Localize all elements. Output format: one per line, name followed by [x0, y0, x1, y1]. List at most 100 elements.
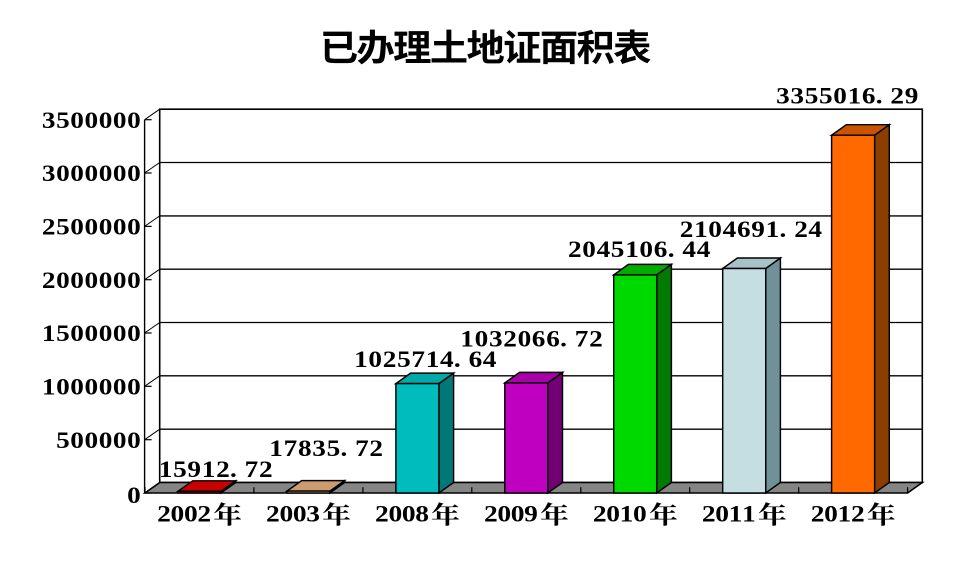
svg-text:2: 2 — [197, 500, 211, 527]
svg-text:2: 2 — [157, 500, 171, 527]
svg-text:0: 0 — [127, 427, 141, 454]
svg-text:0: 0 — [113, 213, 127, 240]
svg-text:0: 0 — [127, 213, 141, 240]
svg-text:1: 1 — [202, 456, 216, 483]
svg-text:7: 7 — [284, 435, 298, 462]
svg-text:3: 3 — [42, 160, 56, 187]
svg-text:2: 2 — [593, 500, 607, 527]
svg-text:2: 2 — [375, 500, 389, 527]
svg-text:1: 1 — [42, 320, 56, 347]
svg-text:0: 0 — [99, 427, 113, 454]
svg-text:0: 0 — [84, 267, 98, 294]
svg-text:2: 2 — [484, 500, 498, 527]
svg-text:1: 1 — [848, 82, 862, 109]
svg-text:0: 0 — [402, 500, 416, 527]
svg-text:9: 9 — [751, 216, 765, 243]
svg-text:0: 0 — [84, 107, 98, 134]
svg-text:5: 5 — [327, 435, 341, 462]
svg-text:1: 1 — [159, 456, 173, 483]
svg-text:0: 0 — [113, 427, 127, 454]
svg-text:0: 0 — [70, 213, 84, 240]
svg-text:0: 0 — [84, 373, 98, 400]
svg-text:4: 4 — [723, 216, 737, 243]
svg-text:0: 0 — [113, 320, 127, 347]
svg-text:.: . — [454, 346, 461, 373]
svg-text:1: 1 — [694, 216, 708, 243]
svg-text:4: 4 — [682, 236, 696, 263]
svg-text:0: 0 — [99, 213, 113, 240]
svg-text:2: 2 — [851, 500, 865, 527]
svg-text:9: 9 — [905, 82, 919, 109]
svg-text:6: 6 — [654, 236, 668, 263]
svg-text:0: 0 — [127, 373, 141, 400]
svg-text:1: 1 — [625, 236, 639, 263]
svg-text:0: 0 — [388, 500, 402, 527]
svg-text:2: 2 — [42, 267, 56, 294]
svg-text:2: 2 — [216, 456, 230, 483]
svg-text:.: . — [560, 325, 567, 352]
svg-text:0: 0 — [127, 320, 141, 347]
svg-text:0: 0 — [639, 236, 653, 263]
svg-text:0: 0 — [368, 346, 382, 373]
svg-text:0: 0 — [833, 82, 847, 109]
svg-text:0: 0 — [99, 320, 113, 347]
svg-text:4: 4 — [483, 346, 497, 373]
svg-text:0: 0 — [171, 500, 185, 527]
svg-text:5: 5 — [805, 82, 819, 109]
svg-text:0: 0 — [127, 107, 141, 134]
svg-text:6: 6 — [546, 325, 560, 352]
svg-text:.: . — [230, 456, 237, 483]
svg-text:5: 5 — [56, 107, 70, 134]
svg-text:7: 7 — [575, 325, 589, 352]
svg-text:2: 2 — [702, 500, 716, 527]
svg-text:6: 6 — [862, 82, 876, 109]
svg-text:1: 1 — [460, 325, 474, 352]
svg-text:0: 0 — [824, 500, 838, 527]
svg-text:.: . — [668, 236, 675, 263]
svg-text:0: 0 — [99, 107, 113, 134]
svg-text:1: 1 — [742, 500, 756, 527]
svg-text:0: 0 — [84, 427, 98, 454]
svg-text:0: 0 — [606, 500, 620, 527]
svg-text:3: 3 — [306, 500, 320, 527]
svg-text:0: 0 — [70, 373, 84, 400]
svg-text:0: 0 — [127, 267, 141, 294]
svg-text:2: 2 — [890, 82, 904, 109]
svg-text:3: 3 — [790, 82, 804, 109]
svg-text:0: 0 — [70, 107, 84, 134]
svg-text:4: 4 — [440, 346, 454, 373]
svg-text:.: . — [340, 435, 347, 462]
svg-text:7: 7 — [245, 456, 259, 483]
svg-text:5: 5 — [173, 456, 187, 483]
svg-text:2: 2 — [811, 500, 825, 527]
svg-text:0: 0 — [708, 216, 722, 243]
svg-text:9: 9 — [524, 500, 538, 527]
svg-text:0: 0 — [582, 236, 596, 263]
svg-text:0: 0 — [70, 267, 84, 294]
svg-text:0: 0 — [84, 213, 98, 240]
svg-text:2: 2 — [369, 435, 383, 462]
svg-text:2: 2 — [794, 216, 808, 243]
svg-text:3: 3 — [42, 107, 56, 134]
svg-text:0: 0 — [511, 500, 525, 527]
svg-text:7: 7 — [411, 346, 425, 373]
svg-text:3: 3 — [489, 325, 503, 352]
svg-text:0: 0 — [84, 160, 98, 187]
svg-text:0: 0 — [127, 160, 141, 187]
svg-text:0: 0 — [84, 320, 98, 347]
svg-text:1: 1 — [426, 346, 440, 373]
svg-text:8: 8 — [415, 500, 429, 527]
svg-text:0: 0 — [113, 373, 127, 400]
svg-text:1: 1 — [354, 346, 368, 373]
svg-text:0: 0 — [184, 500, 198, 527]
svg-text:9: 9 — [187, 456, 201, 483]
svg-text:0: 0 — [99, 373, 113, 400]
svg-text:4: 4 — [597, 236, 611, 263]
svg-text:2: 2 — [589, 325, 603, 352]
svg-text:2: 2 — [266, 500, 280, 527]
svg-text:0: 0 — [127, 482, 141, 509]
svg-text:0: 0 — [518, 325, 532, 352]
svg-text:5: 5 — [56, 320, 70, 347]
svg-text:1: 1 — [766, 216, 780, 243]
svg-text:1: 1 — [620, 500, 634, 527]
